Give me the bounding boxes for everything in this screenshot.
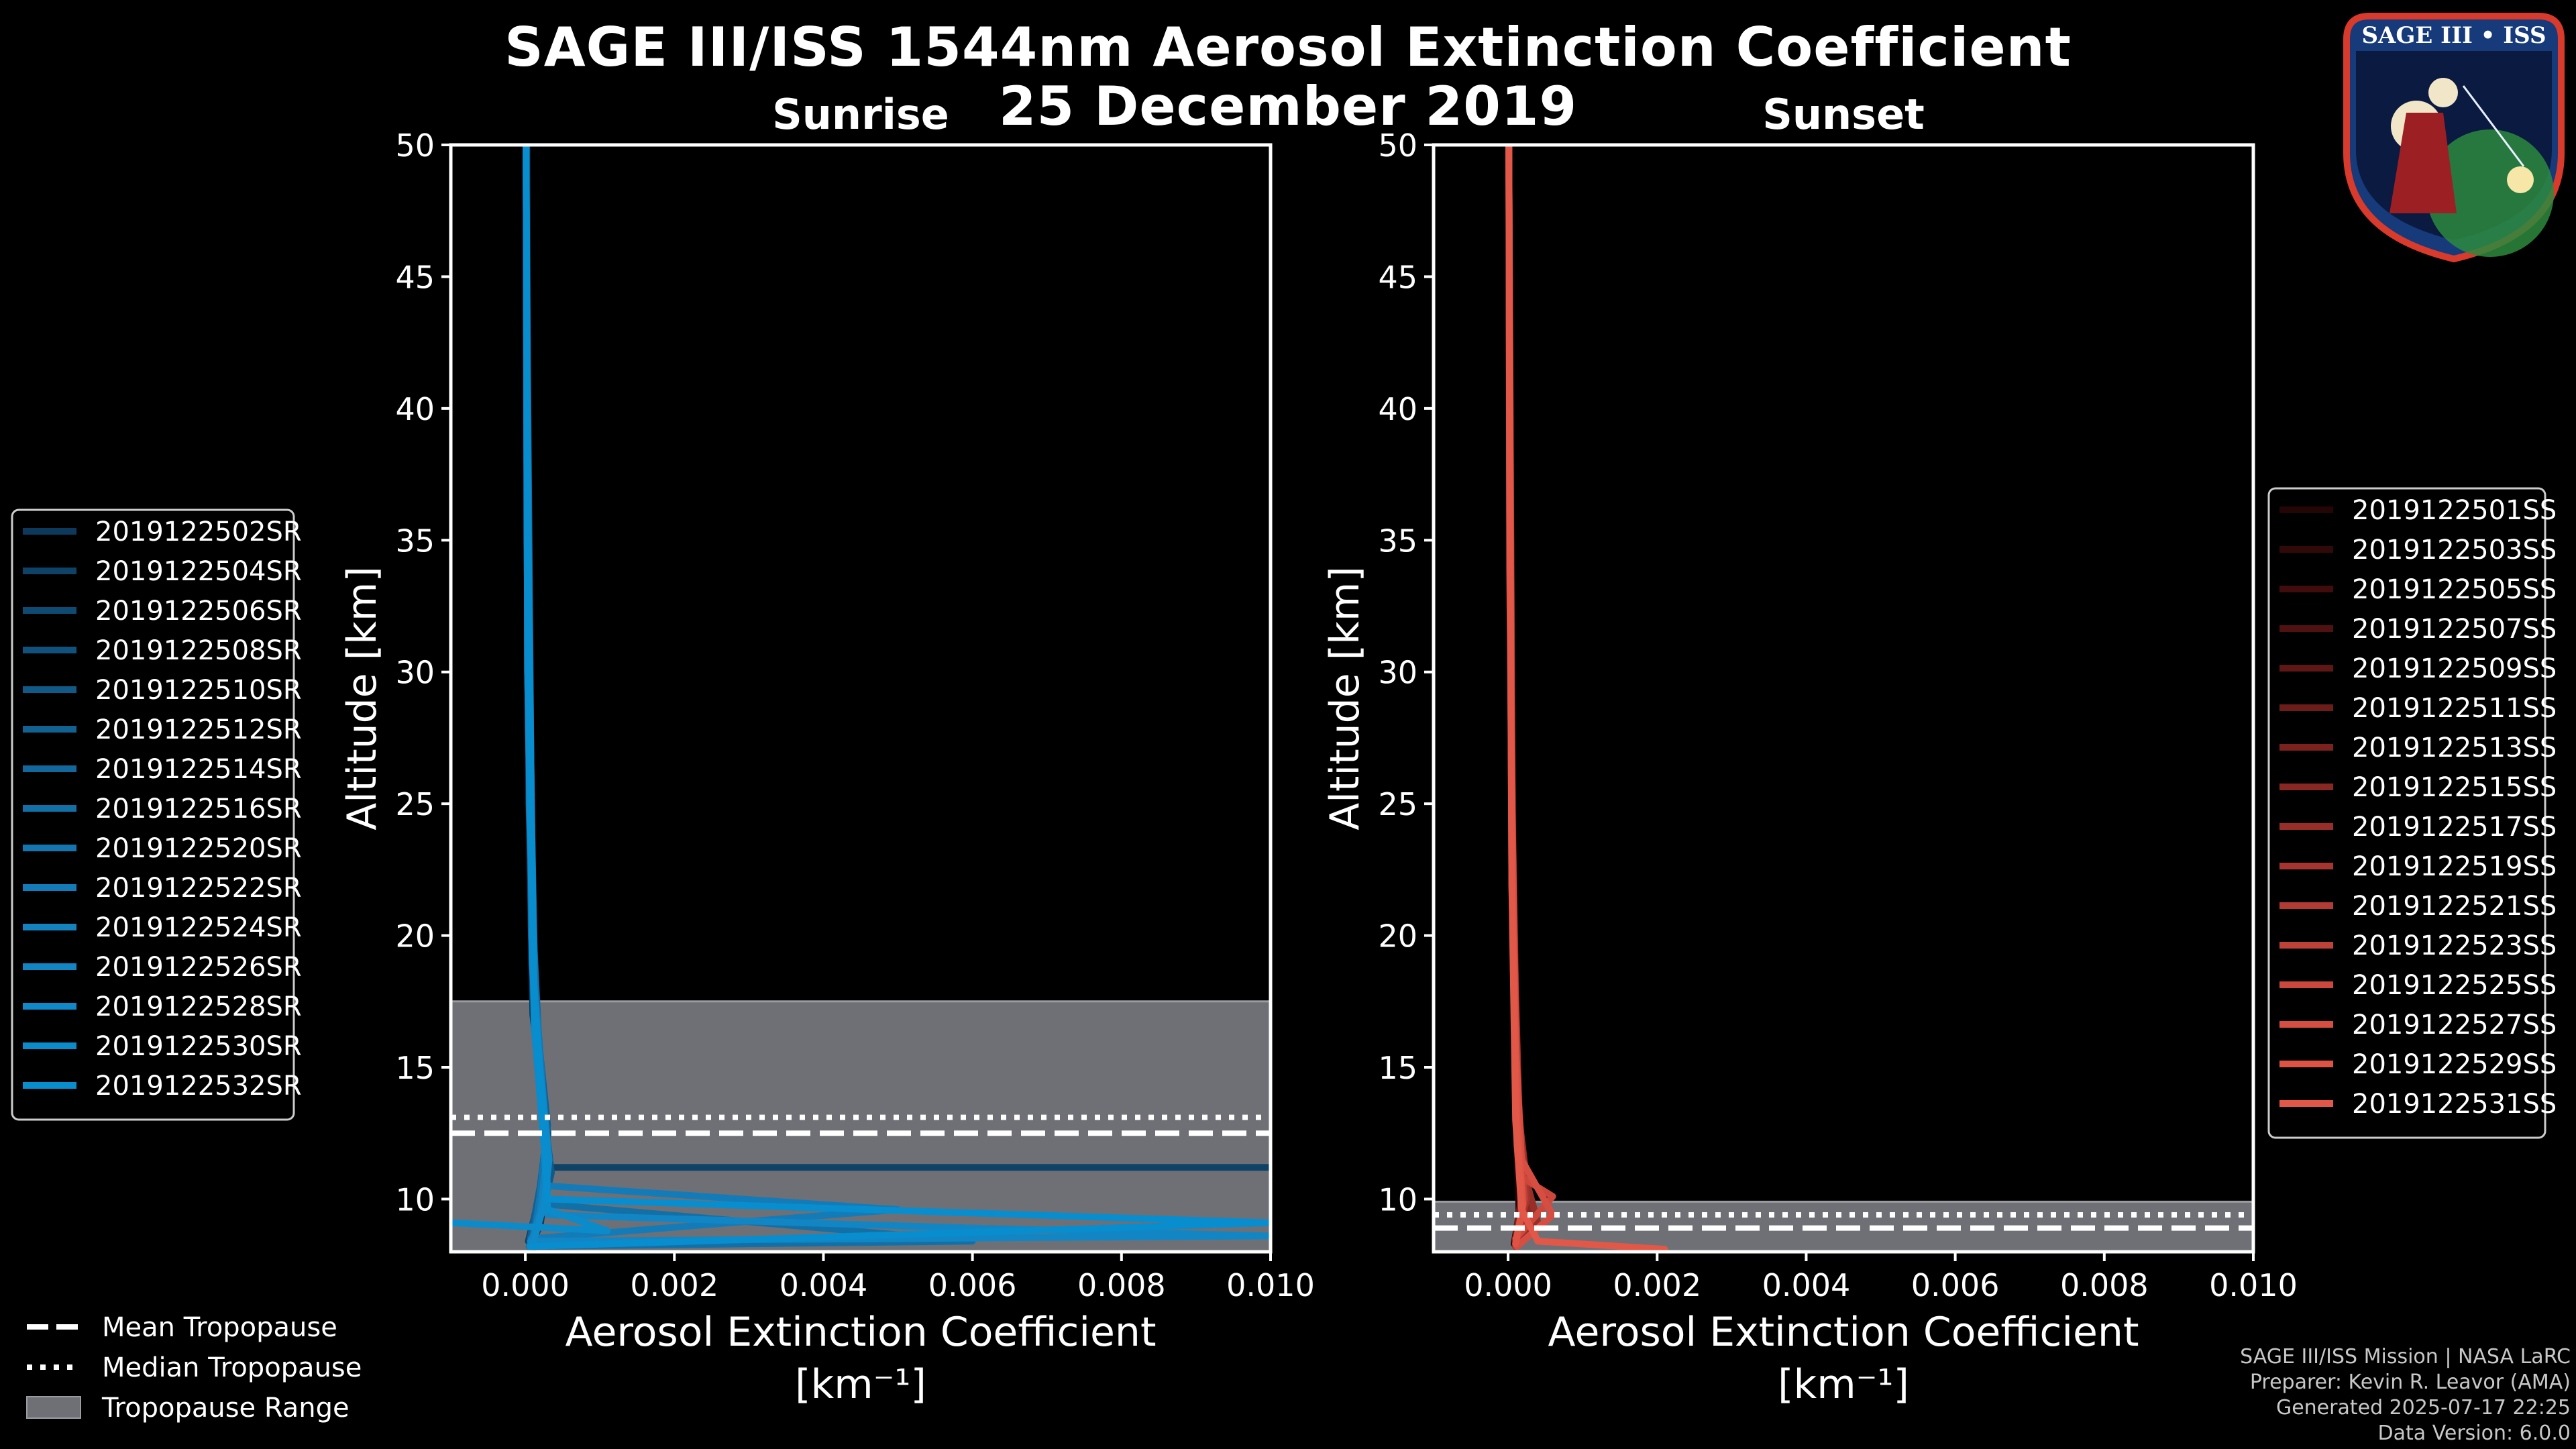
y-tick-label: 50 <box>395 127 435 164</box>
legend-label-2019122514SR: 2019122514SR <box>95 754 302 785</box>
legend-label-2019122532SR: 2019122532SR <box>95 1071 302 1102</box>
panel-title-sunset: Sunset <box>1762 90 1925 139</box>
series-line-2019122531SS <box>1505 145 1668 1252</box>
x-tick-label: 0.010 <box>1226 1267 1315 1303</box>
legend-label-2019122525SS: 2019122525SS <box>2352 970 2557 1001</box>
credit-line: Data Version: 6.0.0 <box>2377 1421 2571 1445</box>
y-tick-label: 25 <box>1378 786 1417 822</box>
y-tick-label: 35 <box>395 523 435 559</box>
legend-label-2019122517SS: 2019122517SS <box>2352 812 2557 843</box>
x-tick-label: 0.006 <box>928 1267 1017 1303</box>
legend-label-2019122506SR: 2019122506SR <box>95 596 302 627</box>
legend-label-2019122527SS: 2019122527SS <box>2352 1010 2557 1040</box>
bottom-legend-label: Median Tropopause <box>102 1352 362 1383</box>
credits-block: SAGE III/ISS Mission | NASA LaRC Prepare… <box>2240 1344 2571 1446</box>
legend-label-2019122530SR: 2019122530SR <box>95 1031 302 1062</box>
legend-label-2019122515SS: 2019122515SS <box>2352 772 2557 803</box>
legend-label-2019122531SS: 2019122531SS <box>2352 1089 2557 1120</box>
y-tick-label: 40 <box>1378 391 1417 427</box>
series-line-2019122532SR <box>523 145 1271 1250</box>
x-tick-label: 0.002 <box>630 1267 718 1303</box>
legend-label-2019122509SS: 2019122509SS <box>2352 653 2557 684</box>
x-tick-label: 0.000 <box>481 1267 570 1303</box>
y-tick-label: 40 <box>395 391 435 427</box>
legend-label-2019122502SR: 2019122502SR <box>95 517 302 547</box>
figure-date: 25 December 2019 <box>998 75 1578 138</box>
credit-line: Generated 2025-07-17 22:25 <box>2275 1396 2571 1419</box>
y-tick-label: 15 <box>1378 1050 1417 1086</box>
legend-label-2019122520SR: 2019122520SR <box>95 833 302 864</box>
axes-frame <box>1432 143 2255 1254</box>
series-legend-box <box>2267 487 2546 1139</box>
legend-label-2019122504SR: 2019122504SR <box>95 556 302 587</box>
plot-area-sunset <box>1434 145 2253 1252</box>
x-axis-unit: [km⁻¹] <box>795 1361 926 1408</box>
axes-frame <box>449 143 1273 1254</box>
x-tick-label: 0.000 <box>1464 1267 1552 1303</box>
legend-label-2019122523SS: 2019122523SS <box>2352 930 2557 961</box>
x-tick-label: 0.004 <box>780 1267 868 1303</box>
legend-label-2019122512SR: 2019122512SR <box>95 714 302 745</box>
legend-label-2019122521SS: 2019122521SS <box>2352 891 2557 922</box>
credit-line: SAGE III/ISS Mission | NASA LaRC <box>2240 1345 2571 1368</box>
panel-title-sunrise: Sunrise <box>772 90 949 139</box>
y-tick-label: 45 <box>1378 259 1417 295</box>
legend-label-2019122503SS: 2019122503SS <box>2352 535 2557 566</box>
figure-title: SAGE III/ISS 1544nm Aerosol Extinction C… <box>504 16 2072 78</box>
x-tick-label: 0.008 <box>2060 1267 2149 1303</box>
bottom-legend-label: Mean Tropopause <box>102 1312 337 1343</box>
legend-label-2019122529SS: 2019122529SS <box>2352 1049 2557 1080</box>
y-tick-label: 30 <box>1378 655 1417 691</box>
x-tick-label: 0.006 <box>1911 1267 2000 1303</box>
x-tick-label: 0.002 <box>1613 1267 1701 1303</box>
y-axis-label: Altitude [km] <box>339 566 386 830</box>
y-tick-label: 10 <box>395 1181 435 1218</box>
y-tick-label: 35 <box>1378 523 1417 559</box>
logo-text: SAGE III • ISS <box>2361 22 2546 49</box>
legend-label-2019122508SR: 2019122508SR <box>95 635 302 666</box>
legend-label-2019122516SR: 2019122516SR <box>95 794 302 824</box>
legend-tropopause-range-swatch <box>26 1396 81 1419</box>
plot-area-sunrise <box>451 145 1271 1252</box>
sage-iii-iss-logo: SAGE III • ISS <box>2343 13 2565 263</box>
y-tick-label: 30 <box>395 655 435 691</box>
legend-label-2019122524SR: 2019122524SR <box>95 912 302 943</box>
x-tick-label: 0.008 <box>1077 1267 1166 1303</box>
legend-label-2019122501SS: 2019122501SS <box>2352 495 2557 526</box>
legend-label-2019122505SS: 2019122505SS <box>2352 574 2557 605</box>
x-tick-label: 0.004 <box>1762 1267 1851 1303</box>
y-tick-label: 25 <box>395 786 435 822</box>
legend-label-2019122519SS: 2019122519SS <box>2352 851 2557 882</box>
y-tick-label: 20 <box>395 918 435 955</box>
legend-label-2019122511SS: 2019122511SS <box>2352 693 2557 724</box>
legend-label-2019122513SS: 2019122513SS <box>2352 733 2557 763</box>
series-legend-box <box>11 508 295 1121</box>
legend-label-2019122526SR: 2019122526SR <box>95 952 302 983</box>
x-tick-label: 0.010 <box>2209 1267 2298 1303</box>
y-tick-label: 50 <box>1378 127 1417 164</box>
y-tick-label: 15 <box>395 1050 435 1086</box>
y-tick-label: 20 <box>1378 918 1417 955</box>
legend-label-2019122510SR: 2019122510SR <box>95 675 302 706</box>
x-axis-unit: [km⁻¹] <box>1778 1361 1909 1408</box>
legend-label-2019122507SS: 2019122507SS <box>2352 614 2557 645</box>
x-axis-label: Aerosol Extinction Coefficient <box>1548 1309 2139 1356</box>
credit-line: Preparer: Kevin R. Leavor (AMA) <box>2249 1371 2571 1394</box>
x-axis-label: Aerosol Extinction Coefficient <box>566 1309 1157 1356</box>
bottom-legend-label: Tropopause Range <box>101 1393 350 1424</box>
legend-label-2019122528SR: 2019122528SR <box>95 991 302 1022</box>
y-axis-label: Altitude [km] <box>1322 566 1368 830</box>
y-tick-label: 45 <box>395 259 435 295</box>
y-tick-label: 10 <box>1378 1181 1417 1218</box>
legend-label-2019122522SR: 2019122522SR <box>95 873 302 904</box>
